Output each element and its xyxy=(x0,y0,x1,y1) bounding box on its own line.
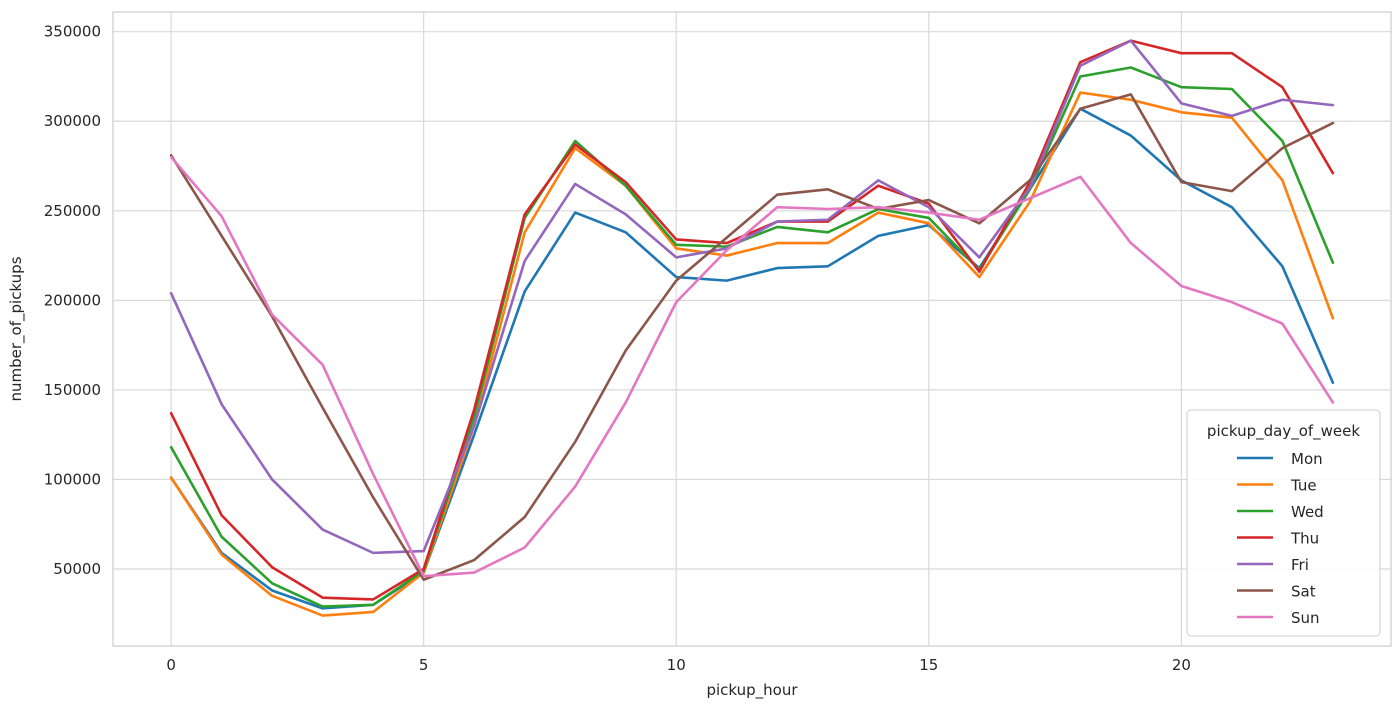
legend-label-wed: Wed xyxy=(1291,503,1324,521)
legend-label-fri: Fri xyxy=(1291,556,1309,574)
x-tick-label: 20 xyxy=(1172,656,1191,674)
plot-frame xyxy=(112,11,1392,647)
series-line-mon xyxy=(169,107,1335,610)
y-tick-label: 50000 xyxy=(53,560,101,578)
grid-lines xyxy=(113,12,1391,646)
y-tick-label: 300000 xyxy=(44,112,101,130)
y-tick-label: 350000 xyxy=(44,23,101,41)
y-tick-label: 100000 xyxy=(44,470,101,488)
legend: pickup_day_of_week Mon Tue Wed Thu Fri Sat Sun xyxy=(1186,409,1381,637)
series-line-sun xyxy=(169,155,1335,578)
series-line-tue xyxy=(169,91,1335,617)
series-lines xyxy=(169,39,1335,617)
x-tick-label: 5 xyxy=(419,656,429,674)
x-axis-label: pickup_hour xyxy=(706,681,798,700)
legend-label-thu: Thu xyxy=(1290,530,1319,548)
series-line-fri xyxy=(169,39,1335,555)
legend-box xyxy=(1186,409,1381,637)
x-tick-label: 0 xyxy=(166,656,176,674)
legend-label-mon: Mon xyxy=(1291,450,1323,468)
y-axis-label: number_of_pickups xyxy=(7,256,26,401)
series-line-thu xyxy=(169,39,1335,601)
legend-items: Mon Tue Wed Thu Fri Sat Sun xyxy=(1237,450,1324,627)
series-line-sat xyxy=(169,93,1335,582)
y-axis-ticks: 50000 100000 150000 200000 250000 300000 35000… xyxy=(44,23,101,578)
y-tick-label: 150000 xyxy=(44,381,101,399)
x-tick-label: 10 xyxy=(667,656,686,674)
x-axis-ticks: 0 5 10 15 20 xyxy=(166,656,1191,674)
y-tick-label: 200000 xyxy=(44,291,101,309)
legend-label-sat: Sat xyxy=(1291,583,1316,601)
legend-label-tue: Tue xyxy=(1290,477,1317,495)
legend-label-sun: Sun xyxy=(1291,609,1320,627)
series-line-wed xyxy=(169,66,1335,608)
x-tick-label: 15 xyxy=(919,656,938,674)
legend-title: pickup_day_of_week xyxy=(1207,422,1360,441)
y-tick-label: 250000 xyxy=(44,202,101,220)
